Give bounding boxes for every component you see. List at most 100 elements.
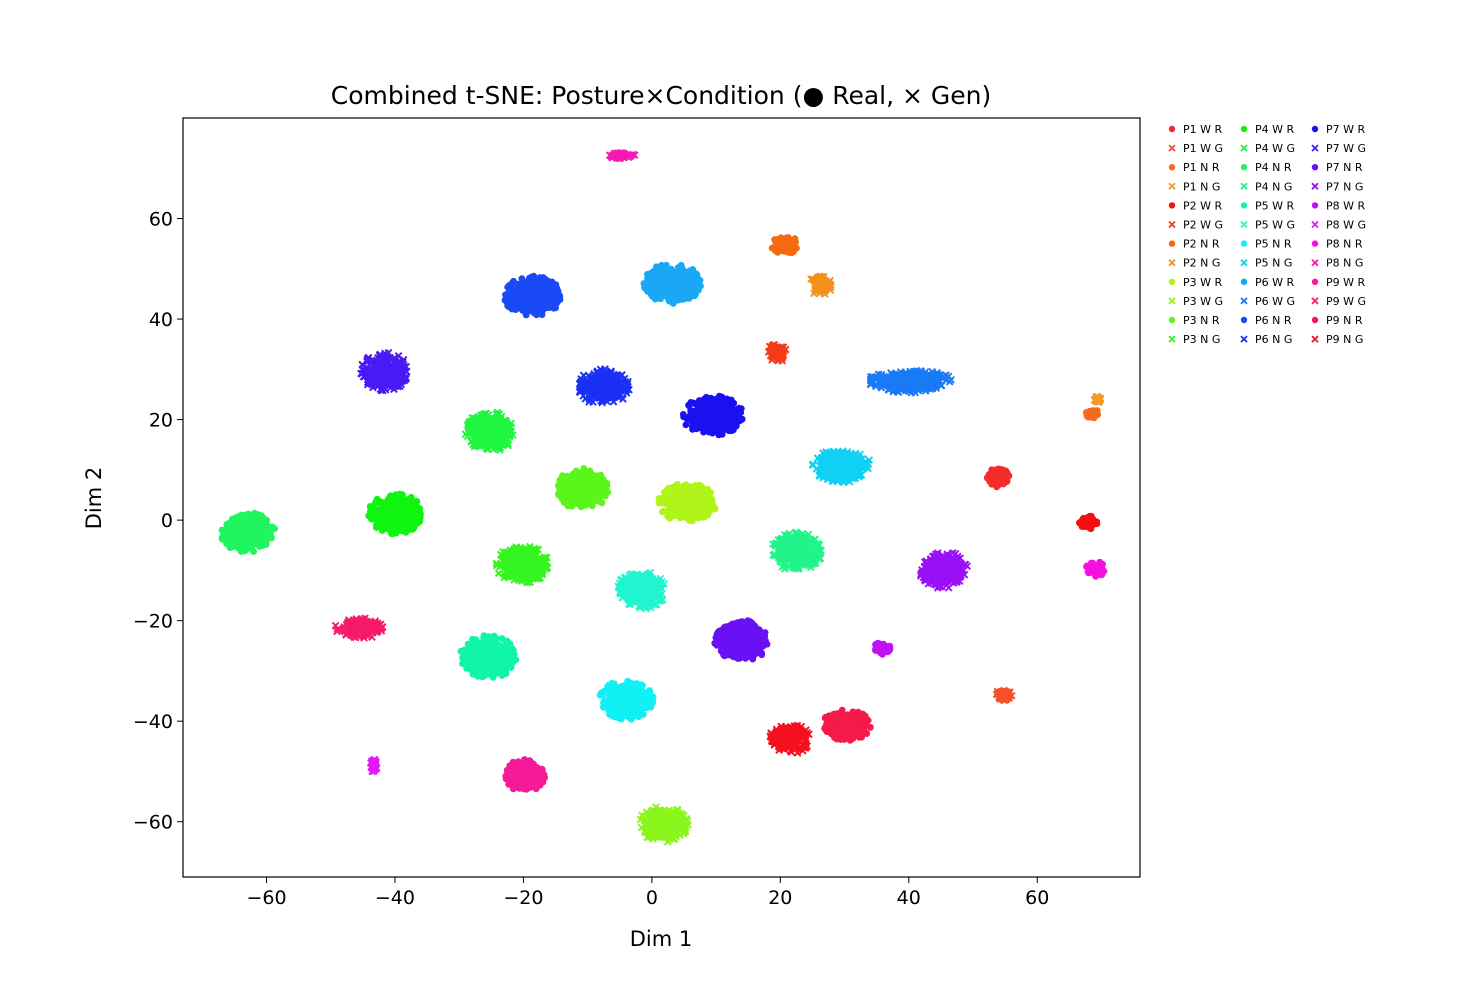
scatter-point (812, 285, 820, 293)
scatter-point (676, 514, 684, 522)
scatter-point (250, 548, 257, 555)
scatter-point (590, 496, 598, 504)
scatter-point (250, 529, 258, 537)
scatter-point (271, 525, 278, 532)
scatter-point (501, 660, 508, 668)
series-p1-w-r (983, 465, 1013, 491)
scatter-point (564, 499, 572, 507)
scatter-point (582, 502, 589, 509)
scatter-point (592, 484, 600, 492)
scatter-point (393, 529, 400, 537)
scatter-point (640, 711, 647, 718)
scatter-point (599, 489, 606, 497)
scatter-point (630, 685, 638, 693)
scatter-point (607, 704, 615, 712)
scatter-point (622, 711, 629, 718)
scatter-point (559, 472, 566, 480)
scatter-point (218, 533, 226, 541)
scatter-point (479, 649, 487, 657)
scatter-point (690, 487, 698, 494)
scatter-point (666, 485, 674, 493)
scatter-point (248, 514, 256, 521)
scatter-point (510, 646, 517, 654)
chart-title: Combined t-SNE: Posture×Condition (● Rea… (331, 81, 992, 110)
scatter-point (826, 281, 835, 289)
scatter-point (255, 511, 262, 519)
scatter-point (777, 343, 786, 351)
scatter-point (474, 672, 482, 680)
scatter-point (576, 501, 584, 508)
series-p3-n-r (554, 465, 612, 511)
scatter-point (390, 498, 398, 506)
scatter-point (260, 533, 268, 541)
series-p3-n-g (492, 542, 552, 587)
scatter-point (592, 472, 600, 480)
scatter-point (606, 687, 613, 695)
scatter-point (378, 519, 385, 526)
series-p3-w-g (636, 803, 692, 846)
scatter-point (223, 525, 230, 533)
scatter-point (232, 523, 240, 531)
scatter-point (645, 689, 653, 697)
series-p1-n-g (1090, 392, 1105, 407)
scatter-point (512, 656, 520, 664)
series-p2-w-r (1076, 512, 1101, 533)
scatter-point (1090, 518, 1098, 526)
scatter-point (263, 516, 271, 524)
scatter-point (386, 515, 394, 523)
scatter-point (999, 695, 1008, 703)
scatter-point (225, 532, 233, 539)
scatter-point (485, 656, 493, 664)
scatter-point (503, 649, 510, 657)
scatter-point (467, 642, 474, 650)
scatter-point (616, 707, 623, 715)
series-p4-n-g (769, 528, 826, 573)
scatter-point (672, 483, 680, 491)
scatter-point (250, 537, 258, 545)
scatter-point (673, 499, 680, 507)
scatter-point (600, 703, 607, 711)
scatter-point (688, 506, 695, 513)
scatter-point (642, 700, 650, 708)
series-p3-w-r (655, 480, 719, 525)
scatter-point (263, 523, 271, 531)
scatter-point (992, 480, 1000, 487)
scatter-point (618, 699, 626, 707)
series-p6-w-r (640, 261, 704, 307)
series-p2-w-g (765, 340, 790, 365)
scatter-point (252, 521, 259, 529)
series-p2-n-r (768, 234, 800, 257)
scatter-point (491, 647, 499, 654)
scatter-point (596, 691, 604, 699)
scatter-point (1076, 519, 1083, 527)
scatter-point (572, 467, 580, 475)
scatter-point (1091, 396, 1099, 404)
scatter-point (605, 681, 613, 689)
scatter-point (413, 512, 420, 520)
scatter-point (473, 664, 481, 671)
scatter-point (373, 497, 380, 505)
scatter-point (572, 482, 580, 490)
plot-area (218, 148, 1108, 846)
scatter-point (239, 531, 247, 539)
scatter-point (707, 499, 715, 507)
scatter-point (767, 346, 776, 355)
scatter-point (578, 489, 585, 497)
scatter-point (628, 703, 636, 711)
series-p5-w-r (457, 632, 520, 681)
scatter-point (994, 465, 1002, 473)
scatter-point (660, 499, 667, 507)
scatter-point (790, 239, 798, 247)
scatter-point (366, 503, 374, 510)
scatter-point (568, 474, 575, 482)
series-p1-n-r (1082, 407, 1101, 422)
scatter-point (560, 480, 568, 488)
series-p5-w-g (614, 568, 668, 613)
scatter-point (502, 640, 510, 648)
scatter-point (622, 686, 629, 694)
scatter-point (685, 517, 693, 524)
scatter-point (457, 647, 465, 655)
scatter-point (820, 285, 828, 294)
scatter-point (489, 673, 497, 681)
